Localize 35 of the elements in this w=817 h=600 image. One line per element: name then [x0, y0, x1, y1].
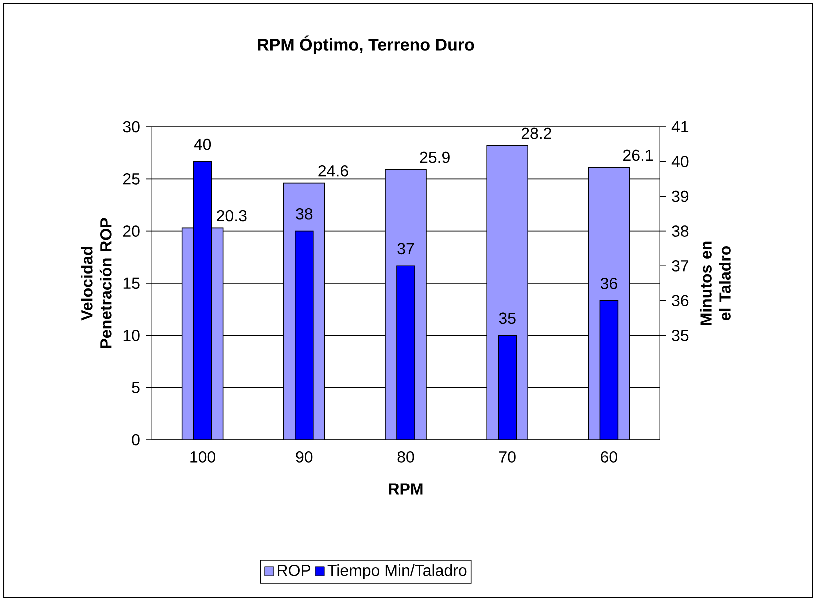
- y2-tick-label: 39: [672, 190, 689, 202]
- y2-tick-label: 40: [672, 156, 689, 168]
- y2-tick-label: 37: [672, 260, 689, 272]
- y-tick-label: 5: [132, 382, 140, 394]
- x-axis-title: RPM: [389, 484, 423, 495]
- y-tick-label: 20: [123, 226, 140, 237]
- y-axis-title: Velocidad Penetración ROP: [81, 218, 112, 348]
- y2-tick-label: 38: [672, 226, 689, 237]
- data-label: 37: [398, 243, 414, 255]
- y2-tick-label: 35: [672, 330, 689, 342]
- x-tick-label: 100: [190, 452, 216, 463]
- legend-label: ROP: [278, 564, 311, 576]
- x-tick-label: 80: [398, 452, 414, 463]
- y-tick-label: 25: [123, 174, 140, 185]
- data-label: 26.1: [624, 150, 654, 162]
- data-label: 35: [499, 312, 516, 324]
- data-label: 28.2: [522, 128, 552, 140]
- data-label: 36: [600, 278, 618, 290]
- y2-tick-label: 36: [672, 295, 689, 307]
- data-label: 38: [296, 208, 313, 220]
- y2-tick-label: 41: [672, 122, 689, 133]
- x-tick-label: 90: [296, 452, 313, 463]
- x-tick-label: 60: [601, 452, 618, 463]
- legend-label: Tiempo Min/Taladro: [328, 564, 467, 580]
- chart-title: RPM Óptimo, Terreno Duro: [258, 36, 474, 54]
- x-tick-label: 70: [500, 452, 516, 463]
- y2-axis-title: Minutos en el Taladro: [700, 242, 731, 326]
- y-tick-label: 15: [124, 278, 140, 290]
- y-tick-label: 0: [132, 434, 140, 446]
- data-label: 20.3: [217, 210, 247, 222]
- y-tick-label: 10: [124, 330, 140, 342]
- y-tick-label: 30: [123, 121, 140, 133]
- data-label: 25.9: [420, 152, 450, 164]
- data-label: 24.6: [318, 165, 348, 177]
- data-label: 40: [194, 138, 212, 150]
